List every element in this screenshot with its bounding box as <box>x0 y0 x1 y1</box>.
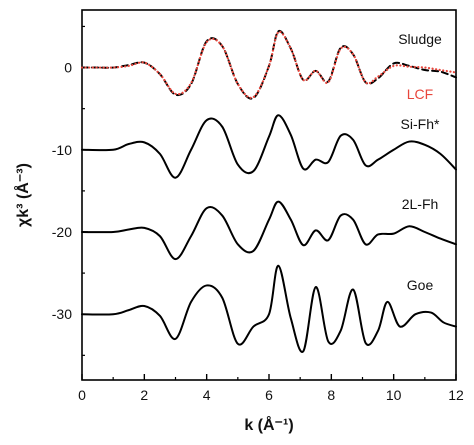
series-labels: Sludge LCF Si-Fh* 2L-Fh Goe <box>398 31 442 293</box>
x-tick-label: 12 <box>448 387 464 403</box>
x-tick-label: 2 <box>140 387 148 403</box>
x-tick-label: 0 <box>78 387 86 403</box>
x-tick-label: 10 <box>386 387 402 403</box>
y-axis-label: χk³ (Å⁻³) <box>13 163 32 227</box>
series-label: LCF <box>407 86 433 102</box>
series-line-lcf <box>80 30 458 99</box>
y-axis-ticks: 0 -10 -20 -30 <box>52 25 88 356</box>
y-tick-label: -30 <box>52 306 72 322</box>
x-axis-label: k (Å⁻¹) <box>244 415 293 434</box>
x-tick-label: 4 <box>203 387 211 403</box>
series-line-2l-fh <box>81 200 457 261</box>
plot-area: 0 2 4 6 8 10 12 0 -10 -20 -30 Sludge LCF Si-Fh* 2L-F… <box>52 9 464 403</box>
x-tick-label: 6 <box>265 387 273 403</box>
x-axis-ticks: 0 2 4 6 8 10 12 <box>78 374 464 403</box>
series-label: Goe <box>407 277 434 293</box>
series-line-sludge <box>81 29 457 100</box>
series-label: 2L-Fh <box>402 196 439 212</box>
series-line-si-fh <box>81 114 457 179</box>
y-tick-label: 0 <box>64 60 72 76</box>
y-tick-label: -10 <box>52 142 72 158</box>
series-line-goe <box>81 264 457 353</box>
y-tick-label: -20 <box>52 224 72 240</box>
series-label: Si-Fh* <box>401 116 440 132</box>
series-layer <box>80 29 458 353</box>
x-tick-label: 8 <box>327 387 335 403</box>
series-label: Sludge <box>398 31 442 47</box>
